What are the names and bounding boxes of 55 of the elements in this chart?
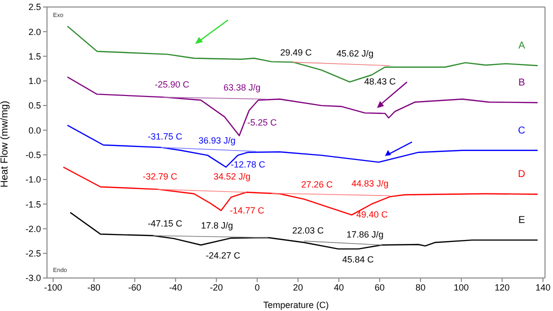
series-label: E xyxy=(518,215,526,226)
annotation: -12.78 C xyxy=(230,159,266,170)
x-tick-label: -100 xyxy=(44,282,62,292)
annotation: -31.75 C xyxy=(148,131,183,142)
annotation: -25.90 C xyxy=(154,79,190,90)
x-tick-label: -40 xyxy=(169,282,182,292)
annotation: 17.86 J/g xyxy=(346,229,384,240)
series-label: D xyxy=(518,169,526,180)
series-label: C xyxy=(518,125,526,136)
annotation: 36.93 J/g xyxy=(198,135,236,146)
annotation: 29.49 C xyxy=(280,47,312,58)
annotation: 45.84 C xyxy=(342,254,374,264)
y-tick-label: 0.5 xyxy=(28,100,41,111)
line-series xyxy=(62,166,538,216)
annotation: 17.8 J/g xyxy=(200,220,234,230)
y-axis-title: Heat Flow (mw/mg) xyxy=(0,100,11,188)
x-tick-label: 40 xyxy=(334,282,344,292)
x-axis-title: Temperature (C) xyxy=(263,300,329,310)
x-tick-label: 140 xyxy=(535,282,550,292)
y-tick-label: -2.5 xyxy=(25,248,41,259)
annotation: -47.15 C xyxy=(148,218,183,228)
y-tick-label: 1.5 xyxy=(28,51,41,62)
x-tick-label: 60 xyxy=(374,282,385,292)
x-tick-label: 100 xyxy=(454,282,469,292)
y-tick-label: -3.0 xyxy=(25,273,41,284)
line-series xyxy=(66,124,538,168)
series-label: B xyxy=(518,78,526,89)
annotation: -14.77 C xyxy=(230,205,265,216)
annotation: -32.79 C xyxy=(142,171,178,182)
y-tick-label: -0.5 xyxy=(25,150,41,160)
annotation: 34.52 J/g xyxy=(213,171,251,182)
x-tick-label: 120 xyxy=(494,282,510,292)
annotation: 27.26 C xyxy=(301,179,334,190)
y-tick-label: 2.0 xyxy=(28,26,41,37)
x-tick-label: 0 xyxy=(254,282,260,292)
x-tick-label: -80 xyxy=(87,282,100,292)
x-tick-label: 20 xyxy=(293,282,304,292)
annotation: 63.38 J/g xyxy=(223,82,261,92)
annotation: -24.27 C xyxy=(206,250,241,260)
x-tick-label: 80 xyxy=(415,282,426,292)
y-tick-label: 1.0 xyxy=(28,76,41,86)
annotation: -5.25 C xyxy=(247,117,278,128)
annotation: 49.40 C xyxy=(356,209,388,220)
y-tick-label: -1.5 xyxy=(25,199,41,210)
series-label: A xyxy=(518,40,526,52)
y-tick-label: 0.0 xyxy=(28,125,41,136)
y-tick-label: 2.5 xyxy=(28,2,41,12)
annotation: 44.83 J/g xyxy=(351,178,389,188)
annotation: 48.43 C xyxy=(364,76,396,86)
y-tick-label: -2.0 xyxy=(25,224,41,234)
annotation: 45.62 J/g xyxy=(336,48,374,58)
x-tick-label: -60 xyxy=(128,282,142,292)
annotation: 22.03 C xyxy=(292,225,324,236)
x-tick-label: -20 xyxy=(210,282,223,292)
y-tick-label: -1.0 xyxy=(25,174,41,185)
